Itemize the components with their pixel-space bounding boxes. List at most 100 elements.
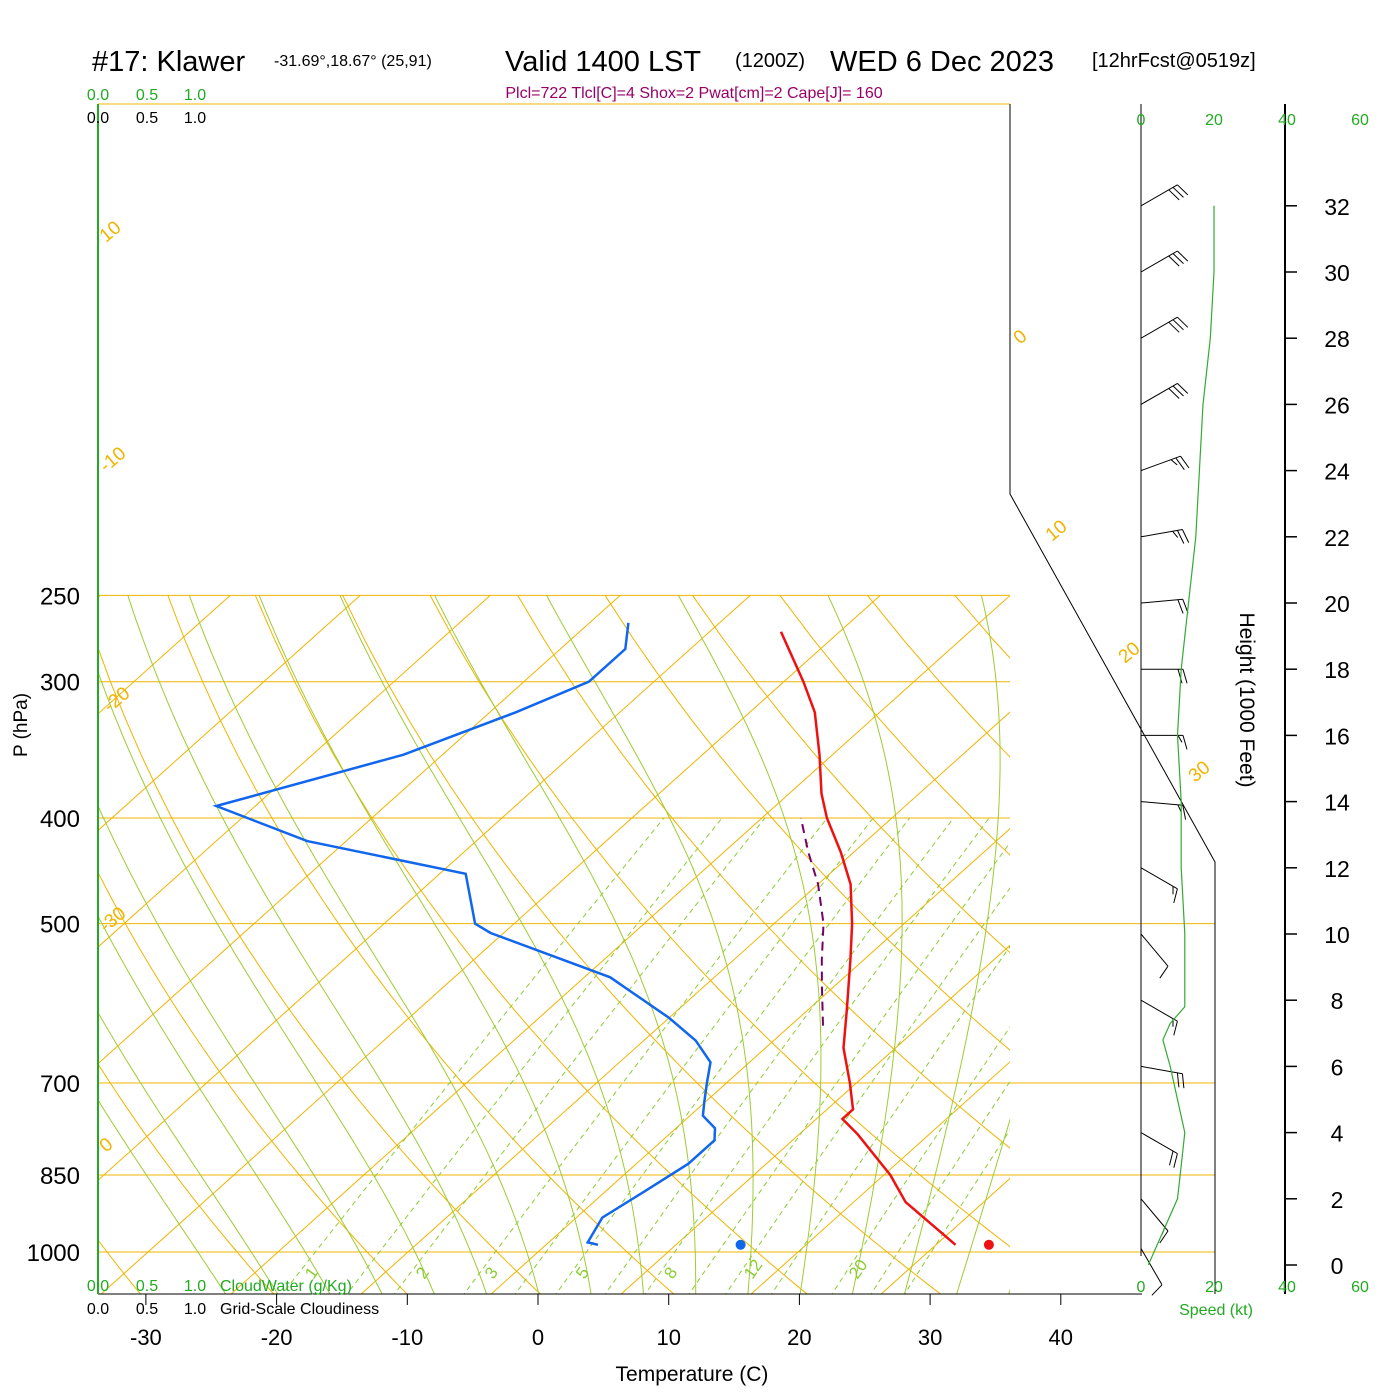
speed-scales: 0 20 40 600 20 40 60 [1137, 112, 1369, 1296]
cloudwater-title: CloudWater (g/Kg) [220, 1278, 352, 1295]
moist-adiabat [258, 595, 592, 1294]
isotherm [98, 594, 361, 832]
plot-frame [97, 103, 1286, 1295]
cloudiness-scale-bottom: 0.5 [136, 1301, 158, 1318]
speed-tick-label-bottom: 0 [1137, 1279, 1146, 1296]
isotherm-label: 10 [1042, 516, 1072, 546]
temperature-tick-label: -20 [261, 1325, 293, 1350]
height-tick-label: 2 [1331, 1187, 1344, 1213]
isotherm [360, 711, 1010, 1294]
speed-tick-label-bottom: 60 [1351, 1279, 1369, 1296]
temperature-tick-label: -30 [130, 1325, 162, 1350]
wind-barb [1140, 598, 1189, 614]
moist-adiabat [98, 670, 435, 1294]
station-coords: -31.69°,18.67° (25,91) [274, 53, 432, 70]
dry-adiabat [98, 646, 542, 1294]
pressure-tick-label: 250 [40, 583, 80, 610]
height-tick-label: 24 [1324, 459, 1350, 485]
isotherm [1138, 595, 1400, 1297]
height-tick-label: 0 [1331, 1253, 1344, 1279]
pressure-tick-label: 1000 [27, 1240, 80, 1267]
height-tick-label: 28 [1324, 326, 1350, 352]
moist-adiabat [98, 915, 331, 1294]
dry-adiabat [1305, 595, 1400, 1297]
y-axis-title: P (hPa) [11, 693, 32, 757]
isotherm-label: -30 [96, 903, 131, 937]
moist-adiabat [98, 1011, 279, 1294]
cloudwater-scale-top: 1.0 [184, 87, 206, 104]
pressure-tick-label: 400 [40, 806, 80, 833]
pressure-tick-label: 700 [40, 1071, 80, 1098]
wind-barbs [1140, 184, 1190, 1296]
cloudwater-scale-bottom: 0.5 [136, 1278, 158, 1295]
isotherm [620, 944, 1010, 1294]
wind-barb [1140, 529, 1190, 544]
pressure-tick-label: 300 [40, 670, 80, 697]
wind-barb [1141, 668, 1188, 684]
station-title: #17: Klawer [92, 46, 245, 78]
dry-adiabat [167, 595, 675, 1294]
profiles [212, 622, 957, 1247]
wind-barb [1140, 867, 1178, 904]
dry-adiabat [342, 595, 942, 1294]
dry-adiabat [98, 871, 408, 1294]
height-tick-label: 26 [1324, 392, 1350, 418]
isotherm [98, 594, 491, 948]
isotherm-label: -20 [100, 683, 135, 717]
stability-indices: Plcl=722 Tlcl[C]=4 Shox=2 Pwat[cm]=2 Cap… [505, 85, 882, 102]
mixing-ratio-line [555, 817, 910, 1294]
wind-barb [1140, 184, 1189, 207]
height-tick-label: 12 [1324, 856, 1350, 882]
dewpoint-line [212, 622, 717, 1247]
mixing-ratio-line [393, 817, 766, 1294]
isotherm-label: 10 [96, 217, 126, 247]
wind-barb [1140, 455, 1190, 472]
mixing-ratio-label: 12 [740, 1256, 766, 1282]
height-tick-label: 6 [1331, 1054, 1344, 1080]
wind-barb [1140, 382, 1189, 405]
moist-adiabat [188, 595, 540, 1294]
wind-barb [1140, 1198, 1169, 1244]
mixing-ratio-line [644, 817, 990, 1294]
mixing-ratio-line [346, 817, 723, 1294]
temperature-axis: -30 -20 -10 0 10 20 30 40 [130, 1294, 1073, 1350]
mixing-ratio-label: 20 [845, 1256, 871, 1282]
height-tick-label: 22 [1324, 525, 1350, 551]
isotherm [98, 594, 231, 715]
wind-barb [1140, 933, 1169, 979]
mixing-ratio-line [463, 817, 828, 1294]
cloudiness-scale-bottom: 0.0 [87, 1301, 109, 1318]
x-axis-title: Temperature (C) [616, 1363, 769, 1386]
height-tick-label: 30 [1324, 260, 1350, 286]
dry-adiabat [1130, 595, 1400, 1297]
isotherm [100, 594, 881, 1294]
wind-barb [1140, 250, 1189, 273]
moist-adiabat [1008, 1288, 1010, 1294]
height-tick-label: 10 [1324, 922, 1350, 948]
speed-tick-label-top: 40 [1278, 112, 1296, 129]
surface-dewpoint-dot [735, 1239, 746, 1250]
dry-adiabat [867, 594, 1010, 758]
isotherm-label: 30 [1185, 757, 1215, 787]
speed-tick-label-bottom: 20 [1205, 1279, 1223, 1296]
height-axis-title: Height (1000 Feet) [1235, 612, 1258, 787]
cloudiness-scale-top: 0.5 [136, 110, 158, 127]
zulu-time: (1200Z) [735, 50, 805, 72]
mixing-ratio-label: 2 [412, 1264, 433, 1283]
wind-barb [1140, 1248, 1163, 1296]
wind-barb [1140, 316, 1189, 339]
height-tick-label: 14 [1324, 790, 1350, 816]
mixing-ratio-line [831, 1026, 1010, 1294]
temperature-tick-label: 40 [1049, 1325, 1073, 1350]
cloudwater-scale-bottom: 0.0 [87, 1278, 109, 1295]
height-tick-label: 32 [1324, 194, 1350, 220]
height-tick-label: 8 [1331, 988, 1344, 1014]
cloud-scales: 0.0 0.5 1.0 0.0 0.5 1.0 0.0 0.5 1.0 0.0 0.5 1.0 [87, 87, 206, 1318]
forecast-run: [12hrFcst@0519z] [1092, 50, 1256, 72]
cloudwater-scale-top: 0.0 [87, 87, 109, 104]
mixing-ratio-line [725, 887, 1010, 1294]
moist-adiabat [339, 595, 644, 1294]
pressure-axis: 250 300 400 500 700 850 1000 [27, 583, 80, 1267]
